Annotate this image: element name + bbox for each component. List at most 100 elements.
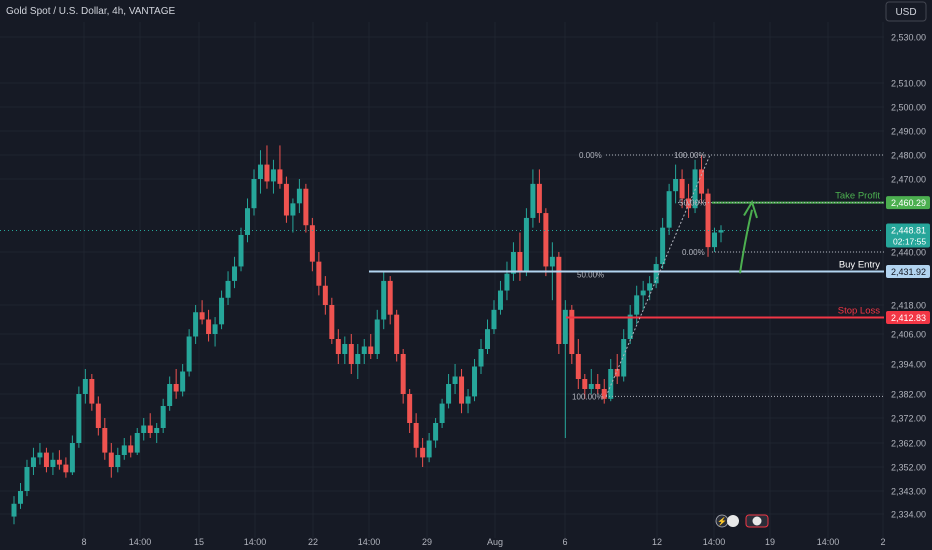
candle [420,438,426,467]
candle [407,389,413,433]
svg-text:2,460.29: 2,460.29 [891,198,926,208]
candle [219,290,225,330]
x-tick-label: 15 [194,537,204,547]
y-tick-label: 2,394.00 [891,360,926,370]
svg-text:2,431.92: 2,431.92 [891,267,926,277]
candle [484,319,490,354]
candle [361,339,367,364]
usd-button-label: USD [895,7,916,18]
candle [108,443,114,478]
candle [43,447,49,473]
take-profit-label: Take Profit [835,191,880,202]
x-tick-label: 14:00 [817,537,840,547]
svg-text:2,448.81: 2,448.81 [891,226,926,236]
x-tick-label: 14:00 [703,537,726,547]
candle [439,398,445,428]
buy-entry-label: Buy Entry [839,259,880,270]
candle [180,364,186,397]
candle [543,208,549,277]
candle [251,169,257,216]
fib-lower-100: 100.00% [572,392,604,401]
y-tick-label: 2,382.00 [891,390,926,400]
fib-upper-0: 0.00% [579,151,602,160]
candle [452,364,458,394]
candle [63,457,69,478]
candle [588,369,594,394]
candlestick-series [11,145,724,525]
candle [206,309,212,342]
candle [712,227,718,252]
candle [601,379,607,404]
candle [342,336,348,364]
candle [387,276,393,325]
x-tick-label: Aug [487,537,503,547]
candle [322,276,328,315]
candle [95,396,101,436]
candle [381,271,387,330]
svg-text:2,412.83: 2,412.83 [891,313,926,323]
usd-button[interactable]: USD [885,1,927,22]
price-axis: 2,530.00 2,510.00 2,500.00 2,490.00 2,480.00… [891,33,926,520]
x-tick-label: 14:00 [244,537,267,547]
candle [309,217,315,272]
candle [433,418,439,448]
x-tick-label: 14:00 [129,537,152,547]
y-tick-label: 2,490.00 [891,127,926,137]
candle [238,227,244,272]
candle [510,242,516,281]
candle [128,435,134,458]
candle [173,369,179,399]
y-tick-label: 2,510.00 [891,79,926,89]
candle [582,374,588,399]
candle [355,344,361,379]
candle [478,339,484,374]
candle [536,169,542,223]
x-tick-label: 12 [652,537,662,547]
svg-text:02:17:55: 02:17:55 [893,237,926,247]
candle [115,447,121,473]
candle [69,435,75,475]
candle [374,309,380,359]
flag-us-icon[interactable] [727,515,739,527]
candle [270,159,276,194]
y-tick-label: 2,406.00 [891,330,926,340]
candle [186,329,192,377]
candle [290,198,296,233]
candle [160,398,166,433]
candle [446,374,452,409]
candle [608,359,614,402]
y-tick-label: 2,362.00 [891,439,926,449]
candle [147,413,153,438]
fib-lower-50: 50.00% [577,270,604,279]
candle [653,256,659,289]
candle [245,198,251,243]
candle [257,150,263,194]
buy-entry-price-tag: 2,431.92 [886,264,930,278]
candle [562,300,568,438]
candle [459,369,465,414]
candle [141,418,147,441]
candle [348,334,354,374]
x-tick-label: 14:00 [358,537,381,547]
candle [679,169,685,209]
candle [102,418,108,460]
candle [660,217,666,269]
y-tick-label: 2,418.00 [891,301,926,311]
candle [426,433,432,463]
candle [394,309,400,362]
candle [76,386,82,448]
candle [699,155,705,204]
candle [50,452,56,475]
candle [575,339,581,389]
y-tick-label: 2,440.00 [891,248,926,258]
event-icons[interactable]: ⚡ [715,514,769,528]
candle [517,232,523,281]
target-arrow[interactable] [739,199,758,274]
candle [199,300,205,325]
fib-upper-100: 100.00% [674,151,706,160]
candle [523,208,529,277]
candle [277,145,283,189]
candle [666,183,672,235]
